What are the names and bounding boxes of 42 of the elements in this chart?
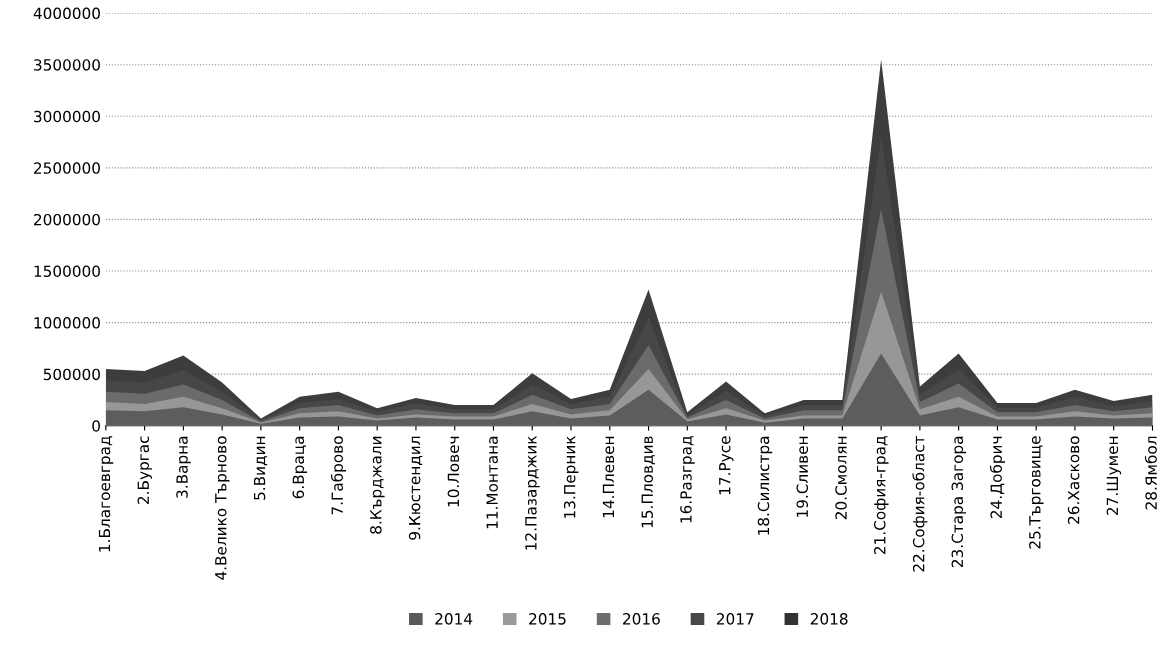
x-tick-label: 22.София-област xyxy=(912,435,928,572)
legend-label: 2017 xyxy=(716,613,754,625)
legend-label: 2015 xyxy=(529,613,566,625)
x-tick-label: 23.Стара Загора xyxy=(951,436,967,568)
x-tick-label: 21.София-град xyxy=(874,436,889,555)
x-tick-label: 12.Пазарджик xyxy=(525,435,540,550)
x-tick-label: 1.Благоевград xyxy=(98,436,114,552)
x-tick-label: 16.Разград xyxy=(680,436,695,523)
x-tick-label: 8.Кърджали xyxy=(370,436,385,534)
legend-label: 2016 xyxy=(623,613,660,625)
x-tick-label: 24.Добрич xyxy=(989,436,1005,519)
y-tick-label: 1500000 xyxy=(34,265,100,278)
x-tick-label: 18.Силистра xyxy=(757,436,773,535)
y-tick-label: 4000000 xyxy=(33,7,100,20)
x-tick-label: 19.Сливен xyxy=(796,436,809,517)
y-tick-label: 0 xyxy=(92,420,100,432)
y-tick-label: 1000000 xyxy=(34,317,100,329)
x-tick-label: 6.Враца xyxy=(292,436,308,499)
legend-label: 2014 xyxy=(435,613,473,625)
legend-label: 2018 xyxy=(810,613,848,625)
x-tick-label: 27.Шумен xyxy=(1106,436,1122,515)
x-tick-label: 15.Пловдив xyxy=(641,436,655,528)
x-tick-label: 14.Плевен xyxy=(602,436,615,518)
x-tick-label: 9.Кюстендил xyxy=(408,436,423,540)
x-tick-label: 25.Търговище xyxy=(1029,436,1044,549)
x-tick-label: 7.Габрово xyxy=(330,436,346,515)
x-tick-label: 28.Ямбол xyxy=(1144,436,1157,510)
y-tick-label: 2000000 xyxy=(34,213,100,226)
x-tick-label: 11.Монтана xyxy=(486,436,498,529)
y-tick-label: 2500000 xyxy=(34,162,100,174)
y-tick-label: 3000000 xyxy=(34,110,100,123)
x-tick-label: 10.Ловеч xyxy=(447,436,460,507)
y-tick-label: 3500000 xyxy=(34,59,100,71)
x-tick-label: 2.Бургас xyxy=(137,436,152,504)
x-tick-label: 3.Варна xyxy=(176,436,191,498)
x-tick-label: 17.Русе xyxy=(719,436,734,495)
x-tick-label: 5.Видин xyxy=(253,436,268,500)
x-tick-label: 4.Велико Търново xyxy=(215,436,230,580)
x-tick-label: 26.Хасково xyxy=(1067,436,1080,524)
y-tick-label: 500000 xyxy=(43,368,100,381)
x-tick-label: 13.Перник xyxy=(563,435,579,518)
x-tick-label: 20.Смолян xyxy=(835,436,847,520)
